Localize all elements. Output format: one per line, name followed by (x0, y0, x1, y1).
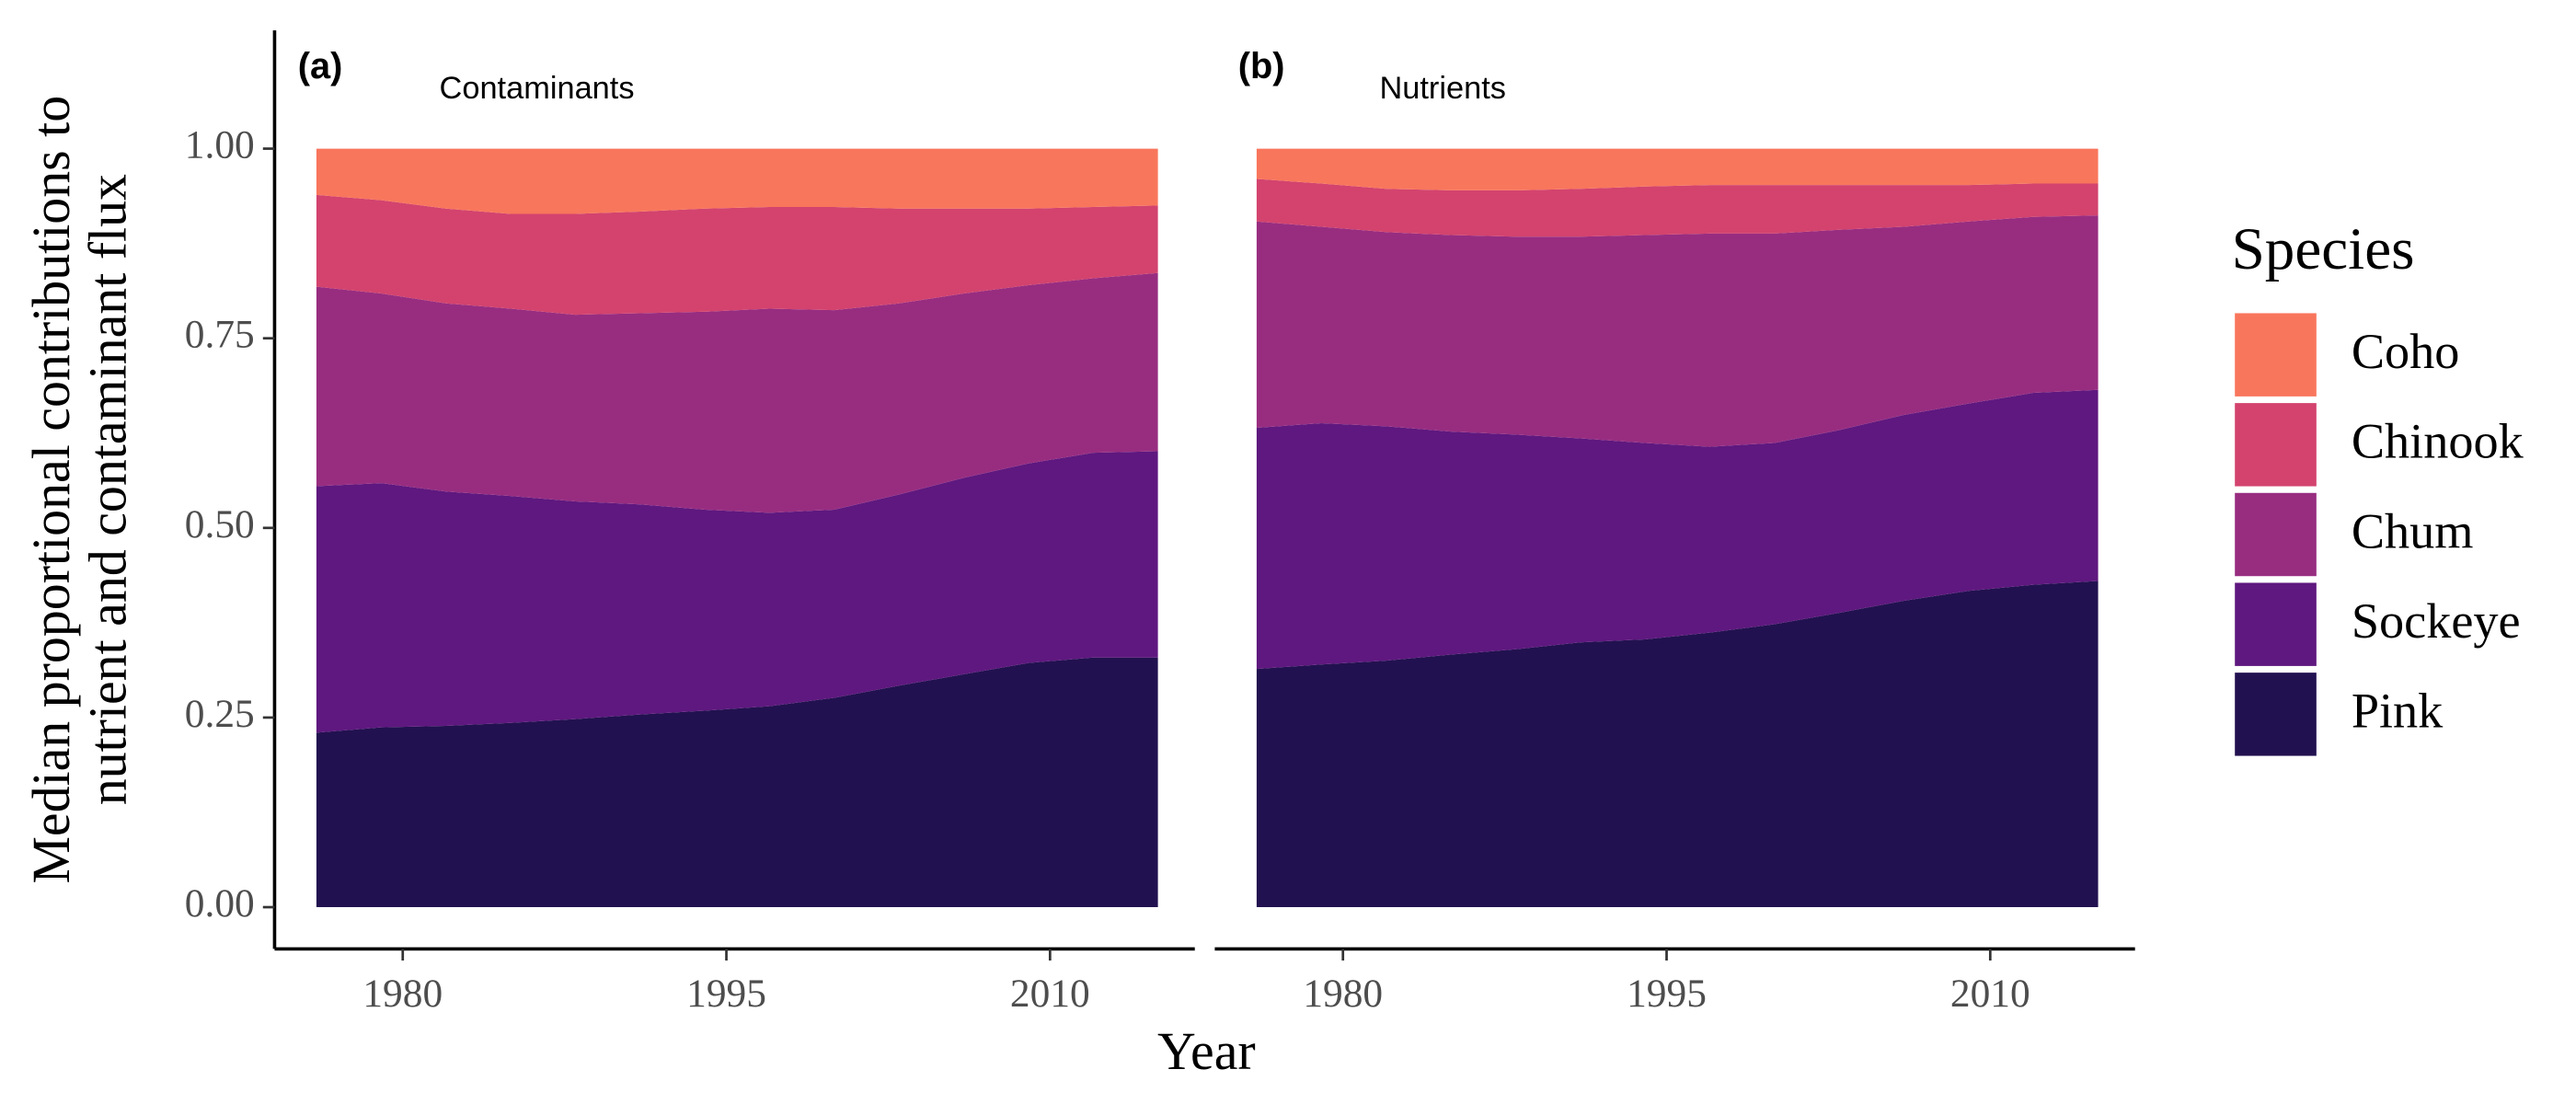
area: Chinook (1256, 178, 2099, 237)
x-tick-label: 1995 (1627, 972, 1707, 1016)
x-tick-label: 1980 (362, 972, 443, 1016)
legend-title: Species (2232, 216, 2415, 282)
y-tick-label: 1.00 (185, 123, 255, 167)
legend-label: Coho (2352, 324, 2460, 379)
legend-key (2235, 673, 2317, 756)
x-tick-label: 1995 (686, 972, 766, 1016)
area: Chinook (316, 194, 1158, 316)
x-tick-label: 2010 (1950, 972, 2030, 1016)
legend-label: Sockeye (2352, 593, 2521, 649)
x-tick-label: 2010 (1010, 972, 1090, 1016)
y-tick-label: 0.50 (185, 502, 255, 546)
panel-label: (b) (1238, 46, 1285, 86)
legend-label: Pink (2352, 684, 2444, 739)
area: Chum (316, 272, 1158, 513)
area: Coho (316, 148, 1158, 214)
legend-key (2235, 492, 2317, 577)
y-tick-label: 0.00 (185, 881, 255, 926)
legend-key (2235, 313, 2317, 397)
y-tick-label: 0.25 (185, 692, 255, 736)
x-tick-label: 1980 (1303, 972, 1383, 1016)
legend-label: Chum (2352, 503, 2474, 558)
legend-key (2235, 403, 2317, 487)
area: Chum (1256, 215, 2099, 447)
y-tick-label: 0.75 (185, 313, 255, 357)
panel-title: Contaminants (440, 71, 635, 106)
area: Sockeye (316, 451, 1158, 733)
y-axis-label: nutrient and contaminant flux (77, 174, 137, 805)
panel-label: (a) (298, 46, 343, 86)
legend-key (2235, 582, 2317, 666)
area: Sockeye (1256, 389, 2099, 670)
area: Pink (1256, 581, 2099, 908)
area: Pink (316, 657, 1158, 908)
panel-title: Nutrients (1379, 71, 1506, 106)
y-axis-label: Median proportional contributions to (21, 96, 81, 884)
legend-label: Chinook (2352, 414, 2524, 469)
x-axis-label: Year (1157, 1021, 1256, 1081)
area: Coho (1256, 148, 2099, 190)
